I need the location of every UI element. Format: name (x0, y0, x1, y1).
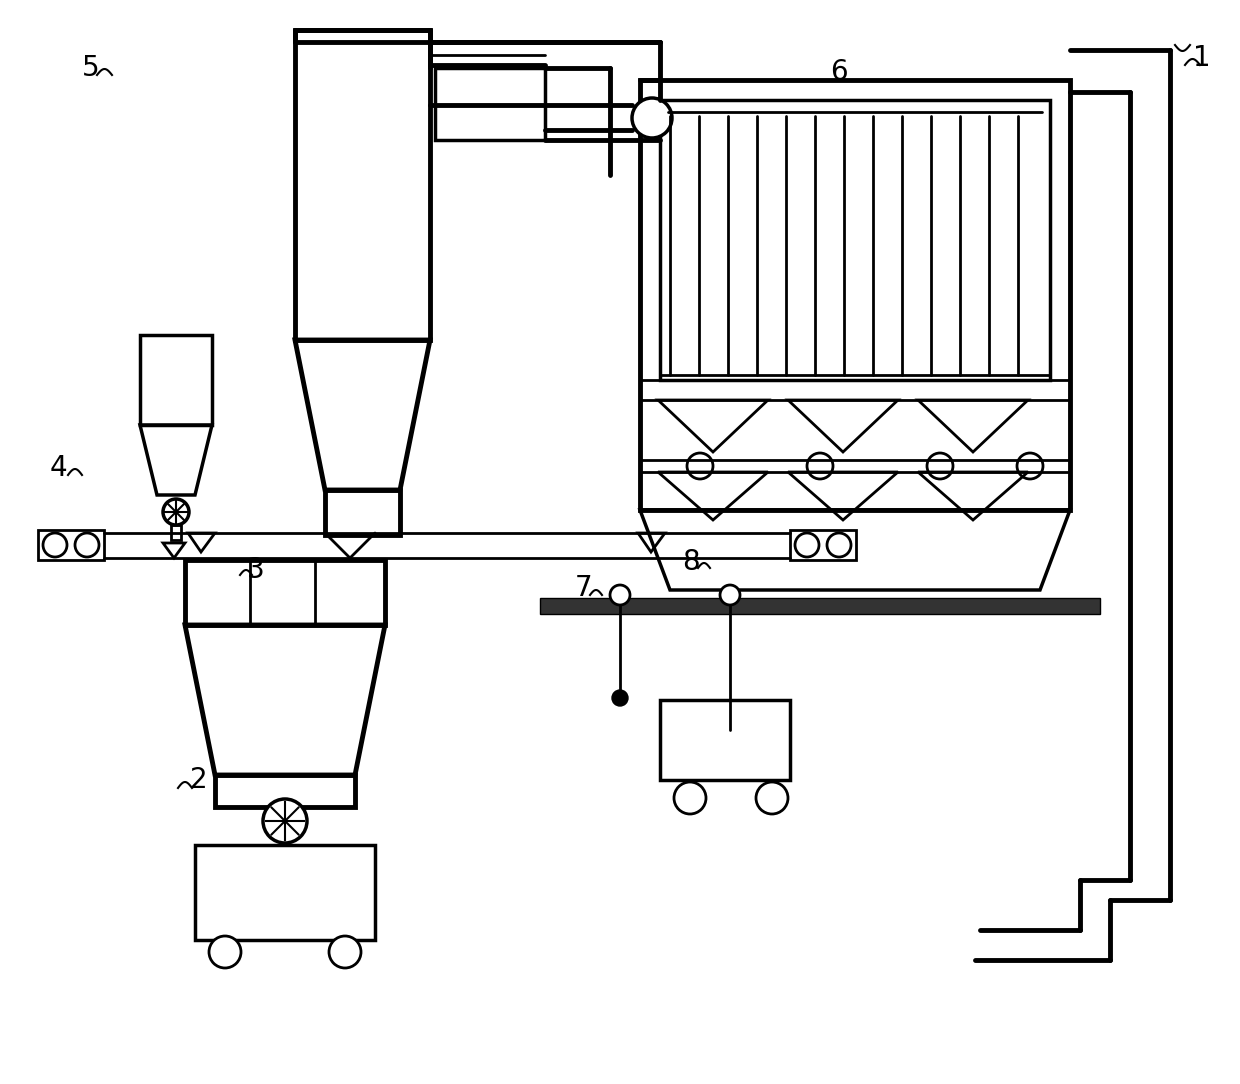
Bar (140, 335, 212, 425)
Text: 5: 5 (82, 54, 99, 82)
Circle shape (675, 782, 706, 814)
Bar (38, 530, 104, 560)
Circle shape (43, 533, 67, 557)
Text: 4: 4 (50, 454, 68, 482)
Circle shape (687, 453, 713, 479)
Bar (539, 598, 1100, 614)
Circle shape (329, 935, 361, 968)
Text: 3: 3 (247, 556, 265, 584)
Bar (195, 846, 374, 940)
Circle shape (74, 533, 99, 557)
Text: 1: 1 (1193, 44, 1210, 72)
Bar (640, 380, 1070, 400)
Text: 7: 7 (575, 575, 593, 602)
Text: 8: 8 (682, 549, 699, 576)
Circle shape (210, 935, 241, 968)
Text: 6: 6 (830, 59, 848, 86)
Circle shape (263, 799, 308, 843)
Circle shape (1017, 453, 1043, 479)
Bar (325, 490, 401, 535)
Circle shape (720, 585, 740, 605)
Circle shape (827, 533, 851, 557)
Circle shape (756, 782, 787, 814)
Text: 2: 2 (190, 766, 207, 793)
Circle shape (610, 585, 630, 605)
Circle shape (162, 499, 188, 525)
Circle shape (928, 453, 954, 479)
Circle shape (613, 691, 627, 706)
Bar (790, 530, 856, 560)
Bar (660, 100, 1050, 380)
Circle shape (632, 98, 672, 138)
Bar (660, 700, 790, 780)
Circle shape (807, 453, 833, 479)
Bar (171, 525, 181, 540)
Bar (640, 80, 1070, 509)
Bar (215, 775, 355, 806)
Bar (435, 68, 546, 140)
Circle shape (795, 533, 818, 557)
Bar (295, 30, 430, 340)
Bar (185, 560, 384, 625)
